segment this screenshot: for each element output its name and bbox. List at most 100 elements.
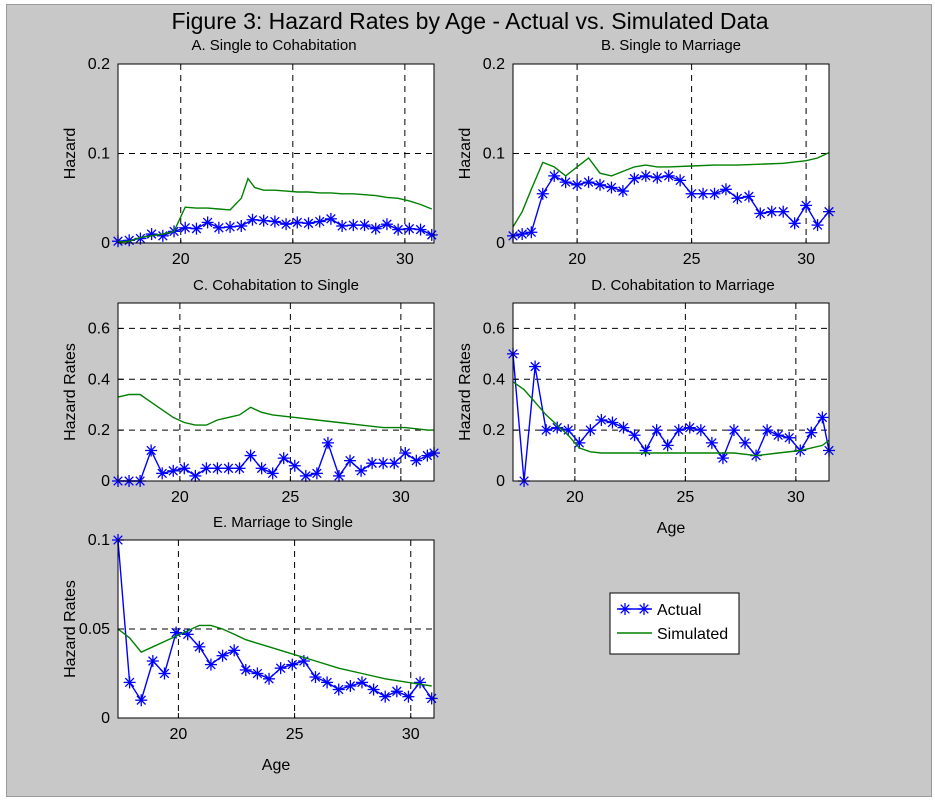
series-line-simulated — [117, 393, 434, 431]
y-tick-label: 0.2 — [483, 422, 505, 439]
data-point-actual — [309, 671, 322, 684]
chart-panels: 20 25 30 0 0.1 0.2 A. Single to Cohabitation Ha… — [62, 37, 835, 774]
legend: Actual Simulated — [609, 592, 740, 655]
marker-stroke — [359, 220, 370, 230]
data-point-actual — [158, 667, 171, 680]
marker-stroke — [380, 691, 390, 702]
data-point-actual — [288, 459, 301, 472]
series-line-simulated — [512, 381, 830, 457]
data-point-actual — [274, 662, 287, 675]
data-point-actual — [233, 462, 246, 475]
data-point-actual — [639, 169, 652, 182]
legend-actual-marker — [619, 603, 631, 615]
y-tick-label: 0.2 — [483, 56, 505, 73]
data-point-actual — [754, 207, 767, 220]
data-point-actual — [425, 692, 438, 705]
data-point-actual — [525, 226, 538, 239]
legend-entry-actual: Actual — [617, 602, 701, 619]
data-point-actual — [414, 223, 427, 236]
marker-stroke — [278, 453, 289, 463]
data-point-actual — [628, 429, 641, 442]
y-tick-label: 0 — [101, 235, 110, 252]
marker-stroke — [171, 627, 181, 638]
data-point-actual — [816, 411, 829, 424]
marker-stroke — [662, 440, 673, 451]
data-point-actual — [145, 228, 158, 241]
data-point-actual — [765, 205, 778, 218]
data-point-actual — [216, 649, 229, 662]
marker-stroke — [740, 438, 750, 448]
marker-stroke — [585, 425, 596, 435]
data-point-actual — [739, 436, 752, 449]
data-point-actual — [788, 217, 801, 230]
data-point-actual — [392, 223, 405, 236]
x-tick-label: 25 — [284, 251, 302, 268]
data-point-actual — [321, 436, 334, 449]
data-point-actual — [277, 452, 290, 465]
marker-stroke — [312, 468, 322, 479]
data-point-actual — [783, 431, 796, 444]
data-point-actual — [286, 658, 299, 671]
marker-stroke — [314, 216, 325, 227]
marker-stroke — [392, 686, 402, 697]
data-point-actual — [204, 658, 217, 671]
marker-stroke — [709, 188, 720, 199]
marker-stroke — [574, 438, 585, 448]
x-tick-label: 30 — [396, 251, 414, 268]
panel-title: C. Cohabitation to Single — [193, 277, 359, 294]
data-point-actual — [772, 429, 785, 442]
legend-marker-star — [619, 603, 631, 615]
y-tick-label: 0 — [496, 235, 505, 252]
marker-stroke — [206, 659, 216, 670]
marker-stroke — [812, 220, 823, 230]
marker-stroke — [549, 171, 559, 181]
data-point-actual — [313, 215, 326, 228]
marker-stroke — [400, 448, 411, 458]
x-tick-label: 25 — [281, 489, 299, 506]
data-point-actual — [310, 467, 323, 480]
x-tick-label: 30 — [787, 489, 805, 506]
marker-stroke — [541, 425, 551, 435]
axes-box — [512, 302, 830, 482]
marker-stroke — [146, 445, 156, 456]
y-tick-label: 0.4 — [88, 371, 110, 388]
marker-stroke — [663, 171, 674, 181]
data-point-actual — [697, 187, 710, 200]
data-point-actual — [156, 467, 169, 480]
marker-stroke — [806, 427, 817, 438]
marker-stroke — [281, 219, 291, 229]
data-point-actual — [399, 447, 412, 460]
y-tick-label: 0.1 — [88, 146, 110, 163]
series-line-simulated — [117, 177, 433, 243]
data-point-actual — [595, 413, 608, 426]
data-point-actual — [212, 221, 225, 234]
data-point-actual — [332, 469, 345, 482]
marker-stroke — [287, 659, 298, 670]
x-tick-label: 25 — [676, 489, 694, 506]
data-point-actual — [388, 457, 401, 470]
marker-stroke — [322, 677, 332, 688]
data-point-actual — [683, 421, 696, 434]
data-point-actual — [324, 212, 337, 225]
data-point-actual — [551, 421, 564, 434]
data-point-actual — [336, 219, 349, 232]
marker-stroke — [389, 458, 400, 468]
data-point-actual — [355, 464, 368, 477]
data-point-actual — [344, 454, 357, 467]
data-point-actual — [628, 172, 641, 185]
data-point-actual — [302, 217, 315, 230]
marker-stroke — [762, 425, 772, 435]
panel-b: 20 25 30 0 0.1 0.2 B. Single to Marriage Hazard — [457, 37, 835, 268]
marker-stroke — [560, 177, 571, 187]
data-point-actual — [425, 228, 438, 241]
marker-stroke — [415, 677, 425, 688]
marker-stroke — [620, 604, 630, 614]
marker-stroke — [404, 223, 415, 234]
marker-stroke — [191, 223, 202, 234]
marker-stroke — [310, 672, 321, 682]
data-point-actual — [651, 171, 664, 184]
legend-box — [609, 592, 740, 655]
marker-stroke — [606, 182, 617, 193]
marker-stroke — [773, 430, 783, 441]
